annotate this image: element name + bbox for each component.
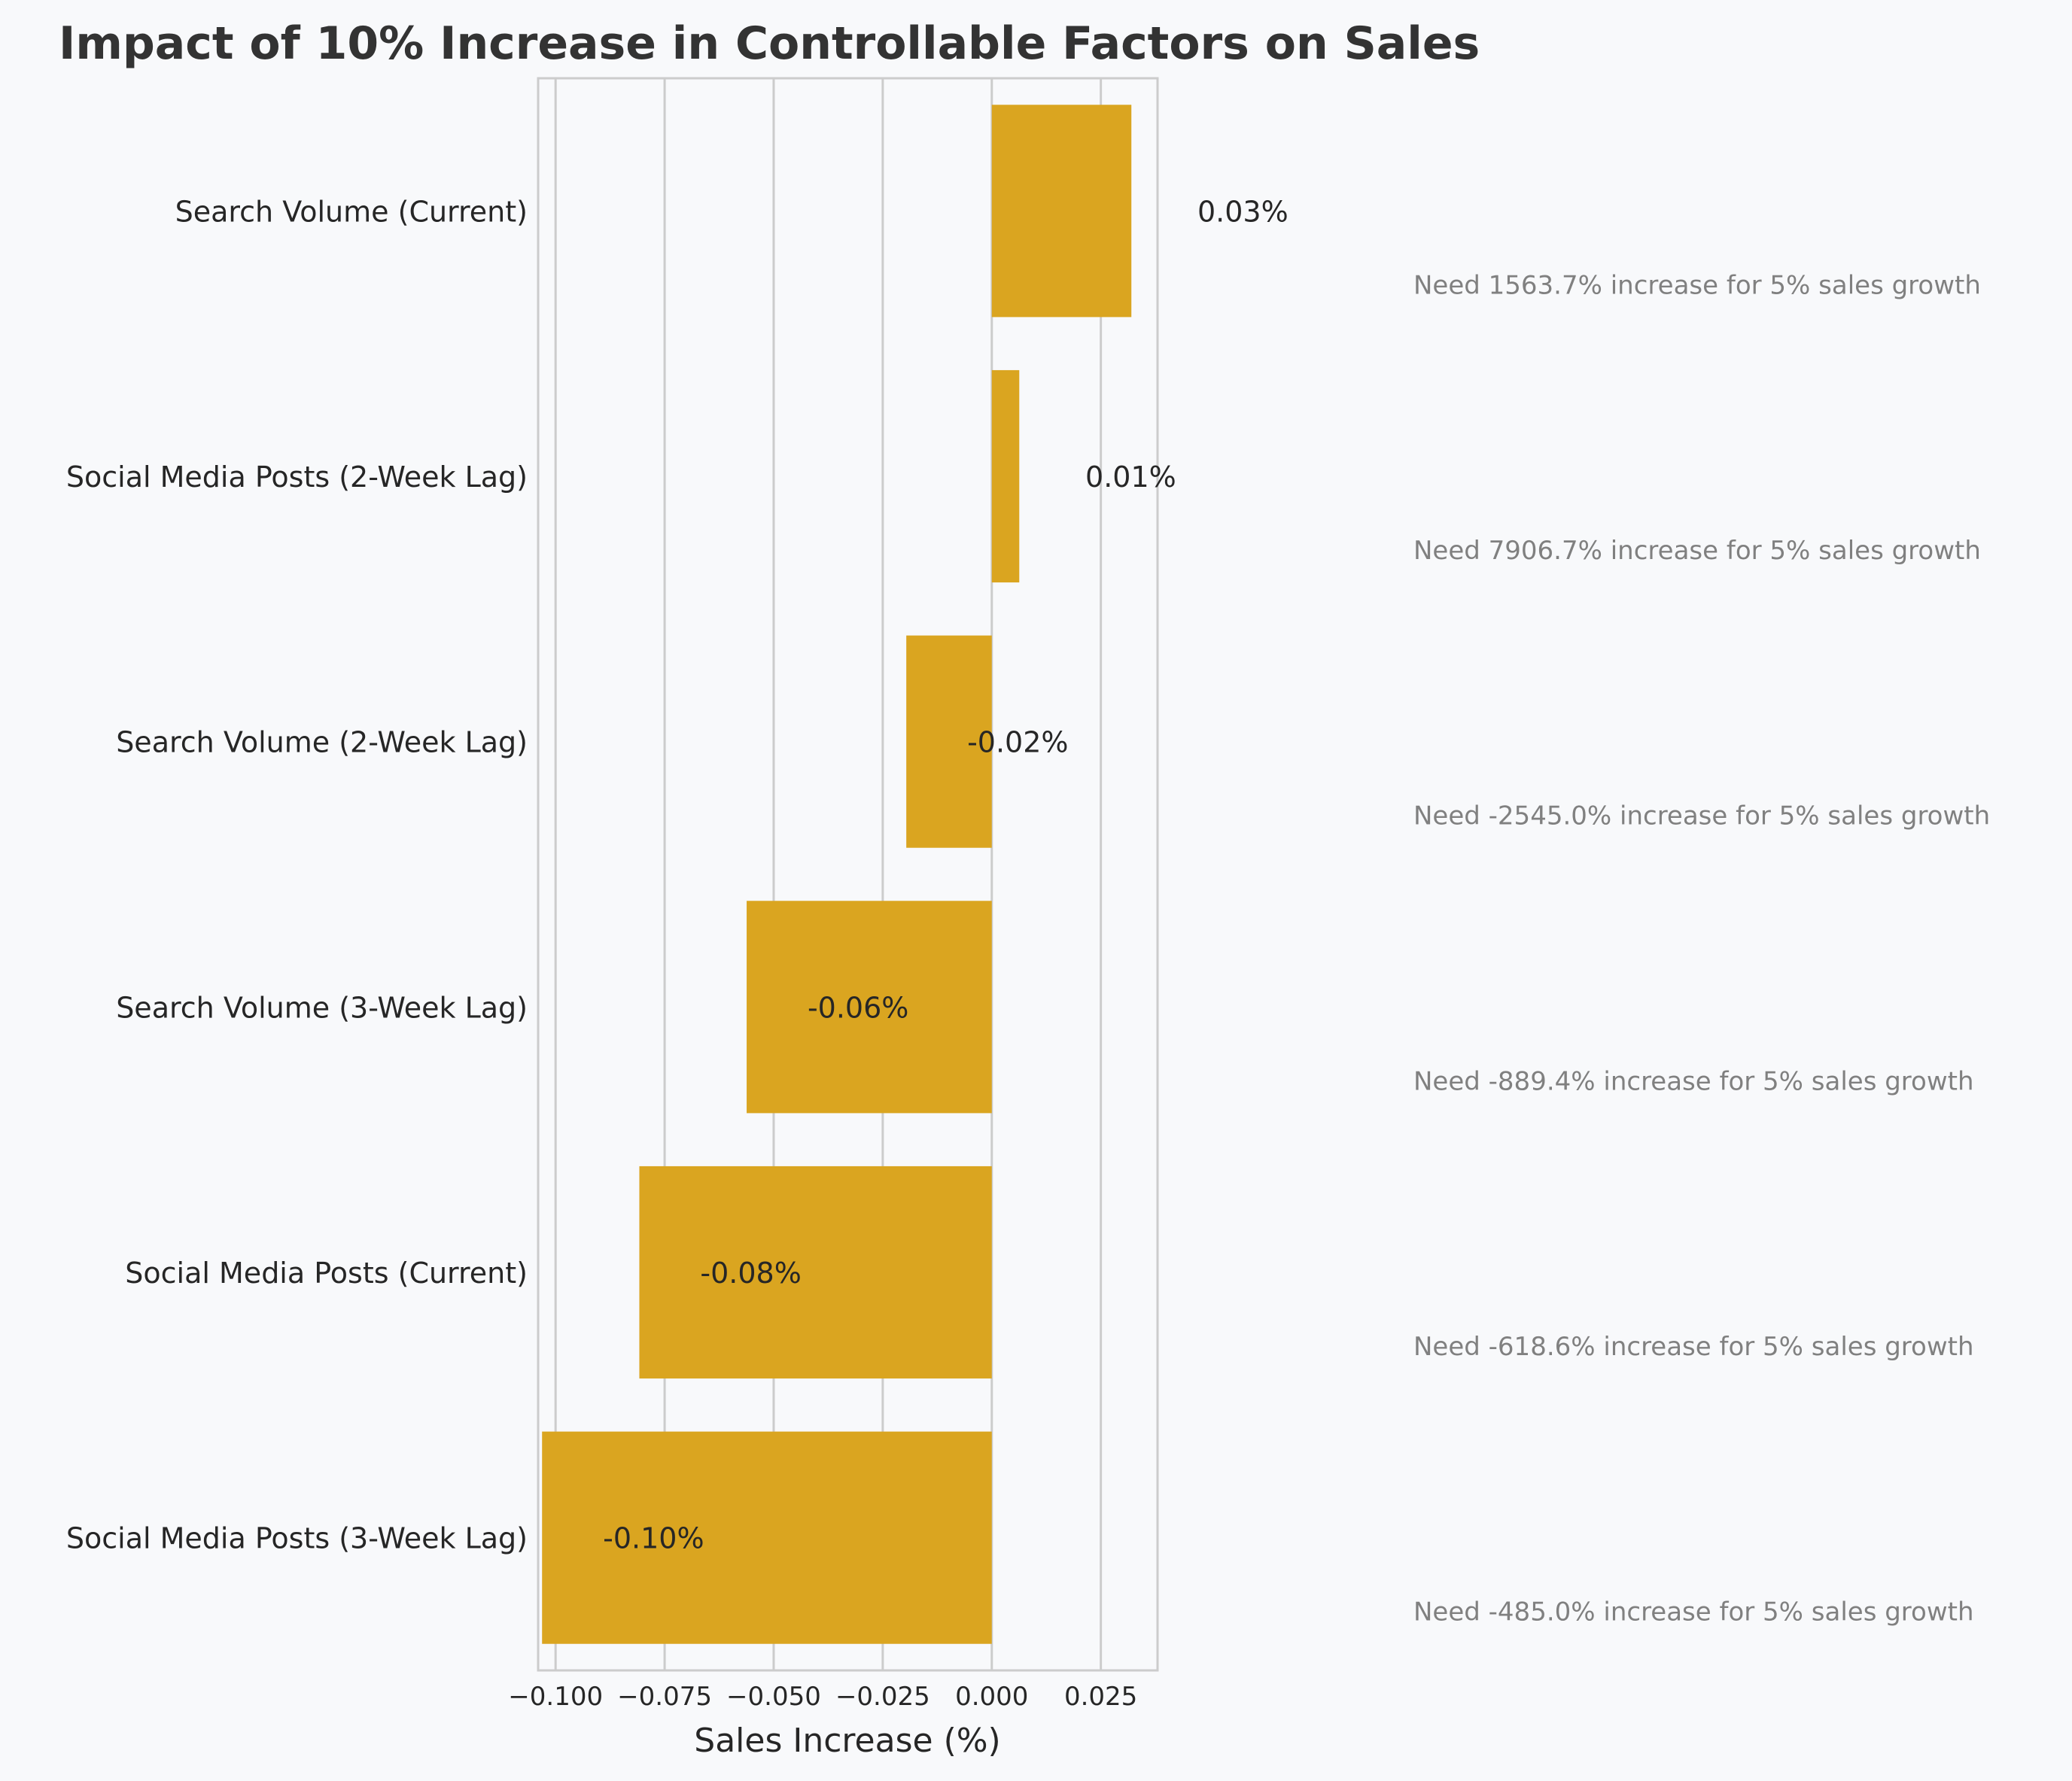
category-label: Search Volume (Current) [175, 195, 528, 228]
chart-title: Impact of 10% Increase in Controllable F… [59, 17, 1480, 70]
bars [542, 105, 1132, 1644]
x-axis-label: Sales Increase (%) [694, 1722, 1000, 1760]
annotation: Need -889.4% increase for 5% sales growt… [1413, 1066, 1974, 1096]
bar [991, 369, 1020, 583]
bar [906, 635, 992, 848]
category-label: Social Media Posts (Current) [125, 1257, 528, 1290]
x-tick-label: −0.100 [508, 1682, 603, 1712]
value-label: -0.10% [603, 1522, 704, 1555]
value-label: 0.03% [1197, 195, 1289, 228]
value-label: -0.06% [808, 991, 908, 1024]
x-tick-label: −0.025 [835, 1682, 930, 1712]
x-ticks: −0.100 −0.075 −0.050 −0.025 0.000 0.025 [508, 1682, 1137, 1712]
annotation: Need -485.0% increase for 5% sales growt… [1413, 1597, 1974, 1628]
bar [639, 1166, 992, 1379]
plot-frame [537, 77, 1159, 1672]
category-label: Search Volume (2-Week Lag) [116, 726, 528, 759]
grid-lines [554, 78, 1103, 1670]
annotation: Need 7906.7% increase for 5% sales growt… [1413, 536, 1981, 566]
bar [542, 1431, 992, 1644]
x-tick-label: −0.075 [617, 1682, 712, 1712]
x-tick-label: 0.000 [955, 1682, 1028, 1712]
bar [747, 901, 992, 1114]
x-tick-label: −0.050 [726, 1682, 821, 1712]
x-tick-label: 0.025 [1064, 1682, 1137, 1712]
value-label: -0.08% [700, 1257, 801, 1290]
annotation: Need 1563.7% increase for 5% sales growt… [1413, 270, 1981, 300]
value-labels: 0.03% 0.01% -0.02% -0.06% -0.08% -0.10% [603, 195, 1289, 1555]
category-label: Search Volume (3-Week Lag) [116, 991, 528, 1024]
annotation: Need -2545.0% increase for 5% sales grow… [1413, 801, 1990, 831]
value-label: -0.02% [967, 726, 1068, 759]
bar [991, 105, 1132, 318]
annotation: Need -618.6% increase for 5% sales growt… [1413, 1332, 1974, 1362]
category-labels: Search Volume (Current) Social Media Post… [66, 195, 528, 1555]
category-label: Social Media Posts (2-Week Lag) [66, 460, 528, 494]
annotations: Need 1563.7% increase for 5% sales growt… [1413, 270, 1990, 1627]
value-label: 0.01% [1085, 460, 1176, 494]
category-label: Social Media Posts (3-Week Lag) [66, 1522, 528, 1555]
